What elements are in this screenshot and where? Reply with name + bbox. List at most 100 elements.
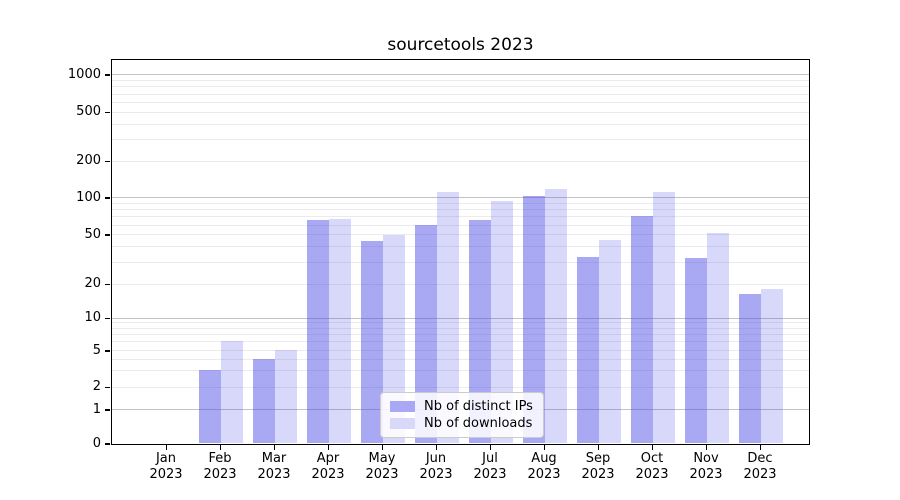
bar-nb-of-distinct-ips-oct-2023: [631, 215, 653, 443]
x-tick-mark: [489, 445, 491, 450]
y-tick-mark: [105, 111, 110, 114]
x-tick-label: Dec 2023: [743, 451, 777, 482]
minor-gridline: [112, 202, 809, 204]
y-tick-label: 50: [84, 226, 101, 242]
y-tick-label: 0: [92, 435, 101, 451]
x-tick-mark: [759, 445, 761, 450]
bar-nb-of-downloads-aug-2023: [545, 188, 567, 443]
minor-gridline: [112, 341, 809, 343]
minor-gridline: [112, 160, 809, 162]
chart-title: sourcetools 2023: [387, 35, 534, 55]
bar-nb-of-distinct-ips-mar-2023: [253, 358, 275, 443]
bar-nb-of-downloads-feb-2023: [221, 341, 243, 443]
minor-gridline: [112, 370, 809, 372]
minor-gridline: [112, 101, 809, 103]
bar-nb-of-distinct-ips-aug-2023: [523, 195, 545, 443]
bar-nb-of-distinct-ips-may-2023: [361, 241, 383, 443]
x-tick-mark: [543, 445, 545, 450]
legend-label: Nb of distinct IPs: [424, 399, 533, 414]
y-tick-label: 100: [76, 189, 101, 205]
x-tick-label: Oct 2023: [635, 451, 669, 482]
legend-item-nb-of-distinct-ips: Nb of distinct IPs: [390, 399, 534, 414]
minor-gridline: [112, 334, 809, 336]
bar-nb-of-distinct-ips-jul-2023: [469, 220, 491, 443]
bar-nb-of-distinct-ips-dec-2023: [739, 294, 761, 443]
minor-gridline: [112, 386, 809, 388]
x-tick-mark: [219, 445, 221, 450]
bar-nb-of-distinct-ips-apr-2023: [307, 220, 329, 443]
legend-swatch: [390, 401, 415, 412]
x-tick-label: Mar 2023: [257, 451, 291, 482]
major-gridline: [112, 317, 809, 319]
y-tick-mark: [105, 74, 110, 76]
minor-gridline: [112, 123, 809, 125]
x-tick-mark: [165, 445, 167, 450]
legend-label: Nb of downloads: [424, 416, 533, 431]
minor-gridline: [112, 80, 809, 81]
minor-gridline: [112, 209, 809, 211]
major-gridline: [112, 74, 809, 76]
y-tick-label: 200: [76, 153, 101, 168]
x-tick-mark: [273, 445, 275, 450]
bar-nb-of-downloads-jun-2023: [437, 192, 459, 443]
x-tick-label: Jun 2023: [419, 451, 453, 482]
x-tick-mark: [651, 445, 653, 450]
x-tick-mark: [435, 445, 437, 450]
x-tick-label: Apr 2023: [311, 451, 345, 482]
x-tick-label: Jan 2023: [149, 451, 183, 482]
y-tick-mark: [105, 283, 110, 285]
y-tick-label: 20: [84, 276, 101, 291]
minor-gridline: [112, 283, 809, 285]
x-tick-label: Jul 2023: [473, 451, 507, 482]
x-tick-label: Nov 2023: [689, 451, 723, 482]
x-tick-label: Feb 2023: [203, 451, 237, 482]
y-tick-mark: [105, 160, 110, 162]
bar-nb-of-downloads-nov-2023: [707, 233, 729, 443]
plot-area: [111, 59, 810, 445]
minor-gridline: [112, 111, 809, 113]
y-tick-mark: [105, 443, 110, 445]
minor-gridline: [112, 86, 809, 88]
minor-gridline: [112, 216, 809, 218]
legend-item-nb-of-downloads: Nb of downloads: [390, 416, 534, 431]
y-tick-mark: [105, 386, 110, 388]
legend-swatch: [390, 418, 415, 429]
x-tick-label: May 2023: [365, 451, 399, 482]
minor-gridline: [112, 93, 809, 95]
minor-gridline: [112, 224, 809, 226]
minor-gridline: [112, 327, 809, 329]
bar-nb-of-downloads-oct-2023: [653, 192, 675, 443]
y-tick-mark: [105, 409, 110, 411]
bar-nb-of-downloads-dec-2023: [761, 288, 783, 443]
y-tick-mark: [105, 317, 110, 319]
minor-gridline: [112, 358, 809, 360]
bar-nb-of-distinct-ips-sep-2023: [577, 256, 599, 443]
y-tick-label: 1: [92, 401, 101, 417]
x-tick-mark: [597, 445, 599, 450]
minor-gridline: [112, 234, 809, 236]
minor-gridline: [112, 261, 809, 263]
x-tick-mark: [381, 445, 383, 450]
minor-gridline: [112, 350, 809, 351]
x-tick-label: Aug 2023: [527, 451, 561, 482]
y-tick-label: 2: [92, 379, 101, 394]
minor-gridline: [112, 246, 809, 248]
major-gridline: [112, 197, 809, 199]
bar-nb-of-downloads-apr-2023: [329, 219, 351, 443]
x-tick-mark: [705, 445, 707, 450]
y-tick-label: 5: [92, 342, 101, 358]
bar-nb-of-downloads-jul-2023: [491, 201, 513, 443]
bar-nb-of-distinct-ips-jun-2023: [415, 224, 437, 443]
y-tick-label: 1000: [67, 66, 101, 82]
x-tick-mark: [327, 445, 329, 450]
legend: Nb of distinct IPs Nb of downloads: [380, 392, 544, 438]
y-tick-label: 10: [84, 310, 101, 325]
bar-nb-of-distinct-ips-feb-2023: [199, 370, 221, 443]
bar-nb-of-distinct-ips-nov-2023: [685, 258, 707, 443]
minor-gridline: [112, 322, 809, 324]
bar-nb-of-downloads-sep-2023: [599, 239, 621, 443]
y-tick-mark: [105, 234, 110, 236]
bar-nb-of-downloads-mar-2023: [275, 350, 297, 443]
y-tick-mark: [105, 197, 110, 199]
